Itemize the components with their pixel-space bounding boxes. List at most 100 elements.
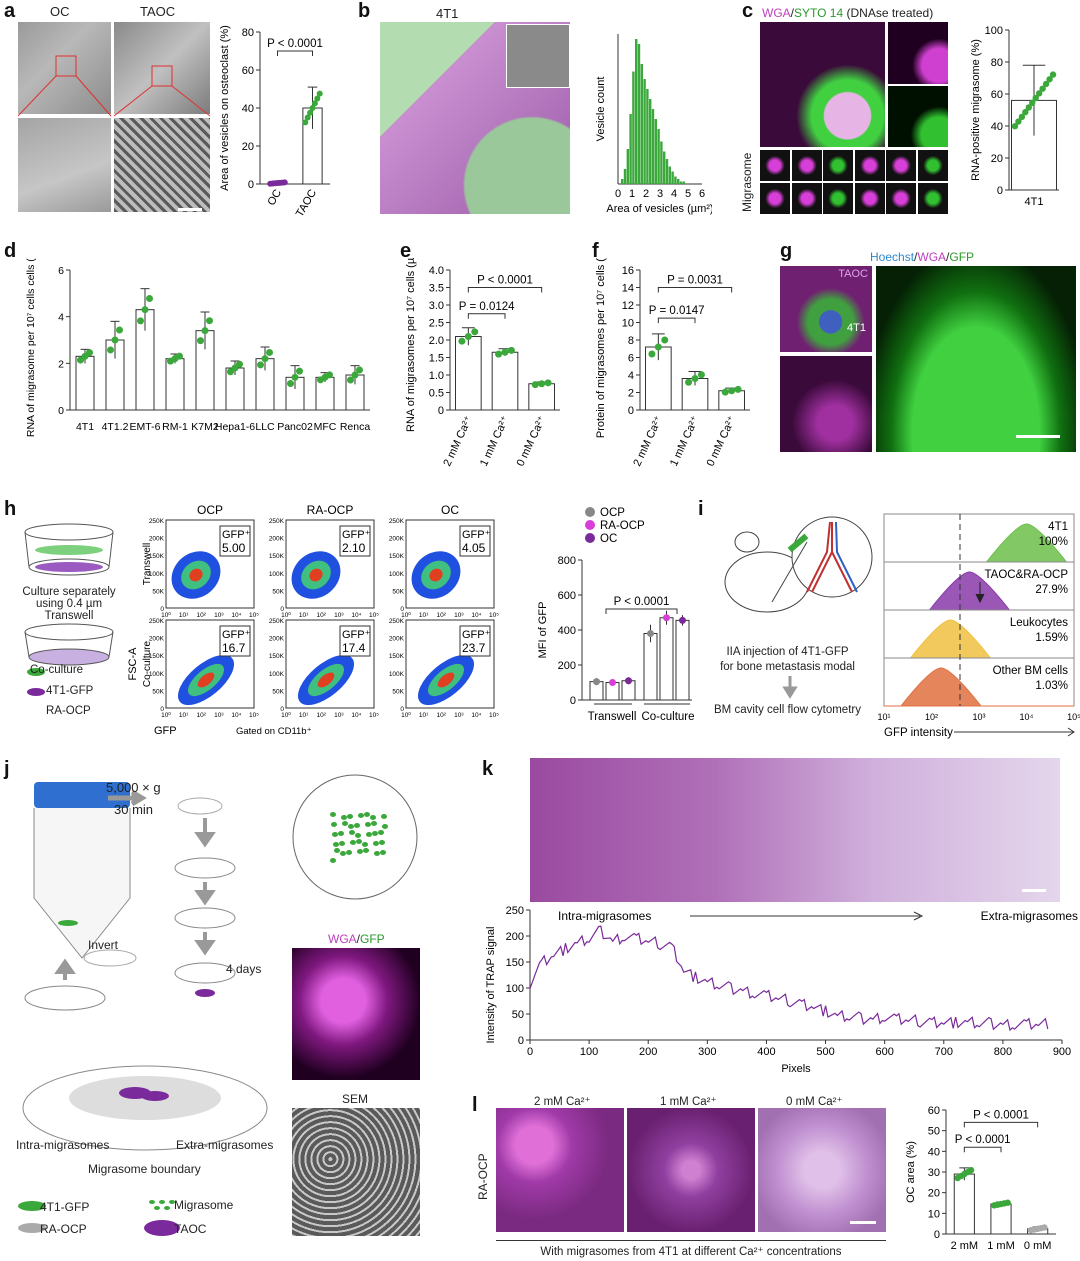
h-gate-1-2 [459, 625, 491, 657]
h-ytick-label-0: 0 [570, 695, 576, 707]
j-dot-3 [358, 813, 364, 818]
b-bar-9 [646, 89, 649, 184]
h-legend-label-2: OC [600, 533, 617, 545]
l-dot-0-4 [967, 1166, 975, 1174]
e-ytick-label-6: 3.0 [429, 300, 444, 312]
h-xtick-1-0-4: 10⁴ [231, 712, 241, 719]
h-ytick-1-0-5: 0 [160, 706, 164, 713]
i-xtick-3: 10⁴ [1020, 712, 1034, 722]
a-xlabel-1: TAOC [294, 187, 319, 219]
d-dot-9-0 [347, 376, 354, 384]
j-dot-6 [381, 814, 387, 819]
h-ylabel: MFI of GFP [537, 602, 549, 659]
h-yaxis-label: FSC-A [127, 647, 139, 681]
d-dot-2-1 [141, 306, 149, 314]
c-tile-1-4 [886, 183, 916, 214]
j-extra-label: Extra-migrasomes [176, 1138, 274, 1152]
b-bar-14 [660, 141, 663, 184]
j-days: 4 days [226, 962, 262, 976]
b-bar-20 [677, 179, 680, 184]
h-xtick-1-0-3: 10³ [214, 712, 224, 719]
h-xtick-0-1-2: 10² [316, 612, 326, 619]
f-ytick-label-1: 2 [628, 388, 634, 400]
h-dot-3 [647, 630, 654, 637]
d-dot-6-2 [266, 348, 273, 356]
j-dot-19 [372, 831, 378, 836]
b-bar-4 [632, 71, 635, 184]
h-gate-0-1 [339, 525, 371, 557]
b-bar-2 [626, 149, 629, 184]
h-gate-1-1 [339, 625, 371, 657]
h-xtick-1-2-3: 10³ [454, 712, 464, 719]
h-dot-0 [593, 678, 600, 686]
k-xtick-label-6: 600 [875, 1046, 893, 1058]
h-ytick-0-0-4: 50K [152, 588, 164, 595]
k-trap-image [530, 758, 1060, 902]
g-merge-image: TAOC 4T1 [780, 266, 872, 352]
d-xlabel-4: K7M2 [191, 421, 219, 433]
k-xlabel: Pixels [781, 1063, 811, 1075]
h-legend-raocp: RA-OCP [46, 705, 91, 717]
h-ytick-0-0-0: 250K [149, 518, 165, 525]
h-ytick-0-1-3: 100K [269, 571, 285, 578]
d-dot-5-2 [236, 360, 243, 368]
j-invert: Invert [88, 938, 119, 952]
b-bar-5 [635, 39, 638, 184]
e-dot-0-1 [464, 333, 472, 340]
h-ytick-0-2-0: 250K [389, 518, 405, 525]
i-caption3: BM cavity cell flow cytometry [714, 704, 861, 716]
g-scale-bar [1016, 435, 1060, 438]
j-wga: WGA [328, 932, 357, 946]
e-bar-1 [491, 351, 519, 411]
k-scale-bar [1022, 889, 1046, 892]
c-tile-0-1 [791, 150, 822, 181]
d-dot-1-0 [107, 346, 114, 354]
c-dot-0-7 [1035, 90, 1043, 97]
c-ytick-label-5: 100 [985, 25, 1003, 37]
c-tile-1-5 [917, 183, 948, 214]
label-g: g [780, 240, 793, 262]
b-bar-16 [665, 159, 669, 184]
i-xaxis-arrow [954, 727, 1075, 737]
j-dot-12 [371, 821, 377, 826]
d-bar-3 [165, 358, 185, 411]
j-time: 30 min [114, 802, 154, 817]
g-gfp-image [876, 266, 1076, 452]
i-hist-3 [884, 667, 1074, 707]
h-ytick-0-0-3: 100K [149, 571, 165, 578]
h-xtick-0-1-0: 10⁰ [281, 611, 291, 619]
d-dot-1-1 [111, 336, 119, 344]
h-xtick-1-1-2: 10² [316, 712, 326, 719]
c-fluor-syto [888, 86, 948, 147]
d-dot-3-2 [176, 352, 183, 360]
h-xtick-0-0-3: 10³ [214, 612, 224, 619]
h-gated-label: Gated on CD11b⁺ [236, 726, 312, 737]
a-dot-1-5 [314, 95, 321, 102]
f-p2-text: P = 0.0031 [667, 275, 723, 287]
c-ytick-label-2: 40 [991, 121, 1003, 133]
j-gfp: GFP [360, 932, 385, 946]
h-col-title-0: OCP [197, 504, 223, 517]
e-ytick-label-4: 2.0 [429, 335, 444, 347]
d-dot-2-2 [146, 294, 153, 302]
h-gate-label-0-0: GFP⁺ [222, 529, 251, 541]
h-ytick-1-2-0: 250K [389, 618, 405, 625]
h-ytick-1-1-1: 200K [269, 636, 285, 643]
j-dot-23 [350, 840, 356, 845]
h-xtick-0-1-1: 10¹ [299, 612, 309, 619]
d-bar-chart: 0 2 4 6 RNA of migrasome per 10⁷ cells cells… [25, 258, 370, 437]
label-k: k [482, 758, 494, 780]
f-xlabel-1: 1 mM Ca²⁺ [668, 414, 702, 468]
d-dot-4-1 [201, 327, 209, 335]
d-xlabel-5: Hepa1-6 [215, 421, 255, 433]
k-ytick-label-1: 50 [512, 1009, 524, 1021]
i-series-name-1: TAOC&RA-OCP [985, 569, 1069, 581]
h-gate-0-0 [219, 525, 251, 557]
a-title-oc: OC [50, 4, 70, 19]
j-dot-35 [330, 858, 336, 863]
h-ytick-1-0-1: 200K [149, 636, 165, 643]
j-dot-11 [365, 822, 371, 827]
a-ytick-label-3: 60 [242, 65, 254, 77]
e-ylabel: RNA of migrasomes per 10⁷ cells (µg) [405, 258, 417, 432]
